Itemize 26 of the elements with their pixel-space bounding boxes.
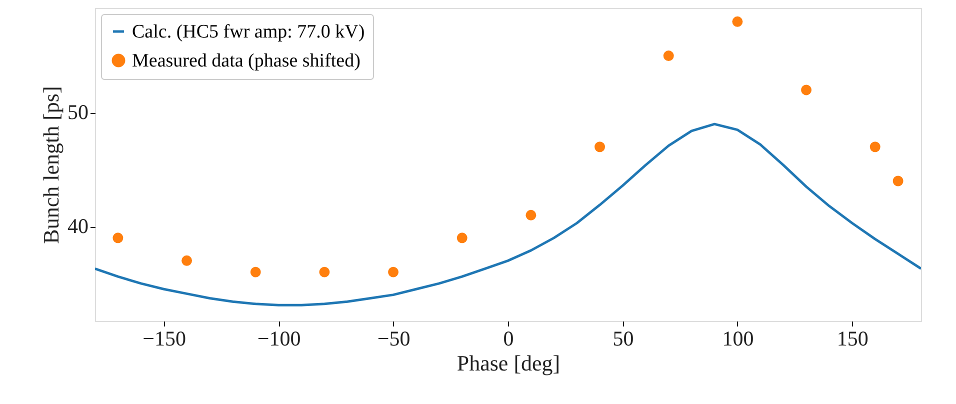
point bbox=[388, 266, 399, 278]
point bbox=[112, 232, 124, 244]
x-tick-label: −50 bbox=[377, 326, 410, 350]
y-tick-label: 40 bbox=[68, 214, 88, 238]
point bbox=[594, 142, 606, 152]
x-axis-title: Phase [deg] bbox=[456, 350, 560, 376]
point bbox=[801, 84, 812, 96]
y-axis-title: Bunch length [ps] bbox=[38, 86, 64, 244]
point bbox=[892, 176, 904, 186]
x-tick-label: 100 bbox=[722, 326, 754, 350]
x-tick-label: −150 bbox=[142, 326, 186, 350]
line-series bbox=[95, 122, 921, 306]
point bbox=[319, 266, 330, 278]
x-tick-label: −100 bbox=[257, 326, 301, 350]
legend-label: Measured data (phase shifted) bbox=[132, 50, 360, 72]
x-tick-label: 150 bbox=[836, 326, 868, 350]
legend-label: Calc. (HC5 fwr amp: 77.0 kV) bbox=[132, 22, 365, 42]
x-tick-label: 50 bbox=[612, 326, 634, 350]
point bbox=[663, 50, 674, 62]
point bbox=[732, 16, 743, 27]
point bbox=[526, 210, 536, 220]
point bbox=[456, 232, 468, 244]
x-tick-label: 0 bbox=[503, 326, 514, 350]
point bbox=[870, 142, 880, 152]
point bbox=[182, 255, 192, 266]
point bbox=[250, 266, 261, 278]
